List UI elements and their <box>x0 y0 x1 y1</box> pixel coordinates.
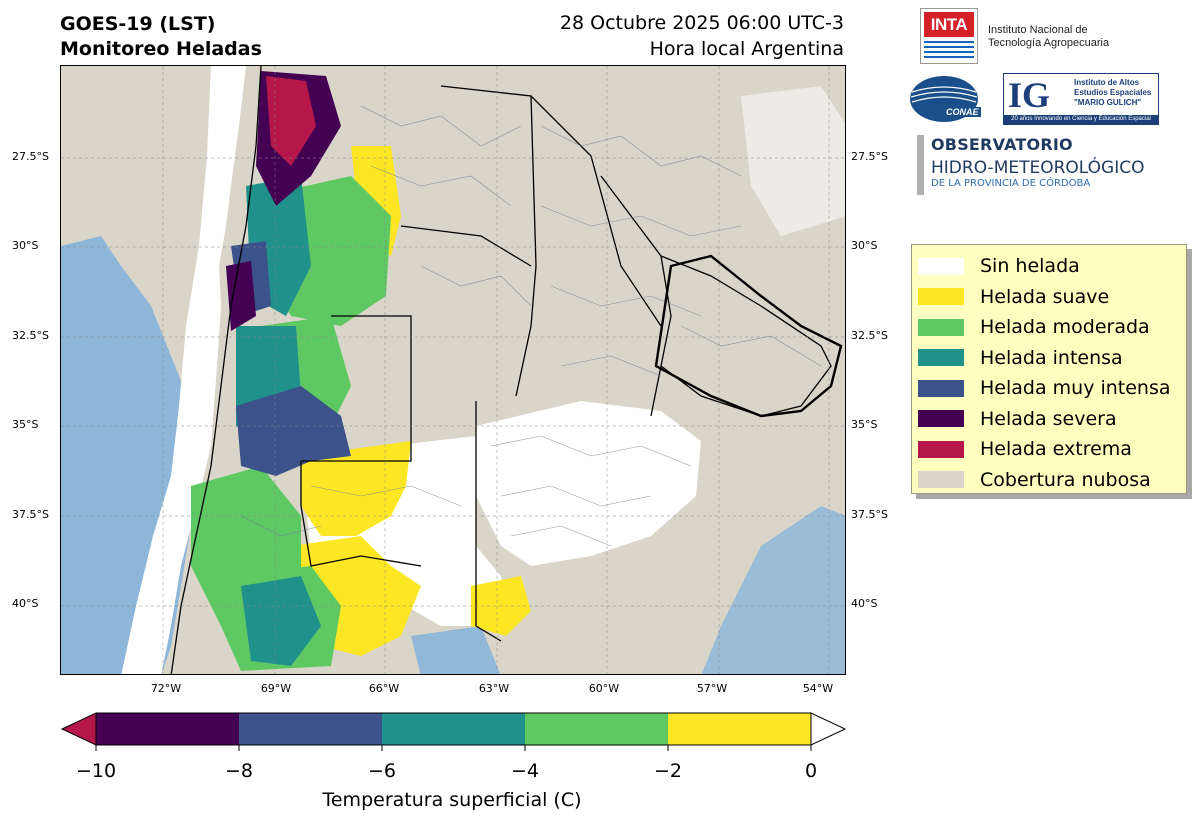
inta-name-line1: Instituto Nacional de <box>988 24 1088 36</box>
legend-item: Helada severa <box>918 404 1186 435</box>
legend-swatch <box>918 471 964 489</box>
lon-label: 60°W <box>588 682 620 695</box>
colorbar-tick: −8 <box>224 760 254 782</box>
lon-label: 63°W <box>478 682 510 695</box>
colorbar-outline <box>95 712 812 746</box>
datetime-label: 28 Octubre 2025 06:00 UTC-3 <box>559 12 844 34</box>
legend-swatch <box>918 440 964 458</box>
legend-label: Cobertura nubosa <box>980 468 1151 491</box>
legend-label: Helada suave <box>980 285 1110 308</box>
colorbar-over-arrow <box>810 712 847 746</box>
frost-legend: Sin helada Helada suave Helada moderada Hel… <box>911 244 1187 494</box>
inta-name: Instituto Nacional de Tecnología Agropec… <box>988 24 1109 50</box>
lon-label: 54°W <box>802 682 834 695</box>
lat-label-right: 40°S <box>851 597 878 610</box>
ig-name-line2: Estudios Espaciales <box>1074 88 1152 97</box>
legend-swatch <box>918 410 964 428</box>
coastal-ocean <box>411 626 501 674</box>
lon-label: 69°W <box>260 682 292 695</box>
north-clouds-white <box>741 86 845 236</box>
inta-logo: INTA <box>920 8 978 64</box>
atlantic-clear <box>701 506 845 674</box>
observatorio-line2: HIDRO-METEOROLÓGICO <box>931 158 1145 178</box>
lat-label-left: 30°S <box>12 239 39 252</box>
graticule <box>61 66 845 674</box>
legend-item: Sin helada <box>918 251 1186 282</box>
pampas-no-frost <box>476 401 701 566</box>
title-line-1: GOES-19 (LST) <box>60 13 216 35</box>
title-line-2: Monitoreo Heladas <box>60 38 262 60</box>
legend-item: Helada intensa <box>918 343 1186 374</box>
lat-label-left: 40°S <box>12 597 39 610</box>
colorbar-segment <box>239 713 382 745</box>
lat-label-right: 27.5°S <box>851 150 888 163</box>
lon-label: 66°W <box>368 682 400 695</box>
legend-item: Helada extrema <box>918 434 1186 465</box>
lat-label-right: 30°S <box>851 239 878 252</box>
timestamp-block: 28 Octubre 2025 06:00 UTC-3 Hora local A… <box>560 10 844 62</box>
lat-label-left: 27.5°S <box>12 150 49 163</box>
andes-no-frost <box>121 66 246 674</box>
legend-label: Helada moderada <box>980 316 1150 339</box>
lat-label-right: 35°S <box>851 418 878 431</box>
uruguay-border <box>654 254 843 418</box>
colorbar-segment <box>668 713 811 745</box>
legend-item: Helada suave <box>918 282 1186 313</box>
province-boundaries <box>170 66 832 674</box>
lat-label-right: 32.5°S <box>851 329 888 342</box>
lat-label-right: 37.5°S <box>851 508 888 521</box>
colorbar-tick: −4 <box>510 760 540 782</box>
lat-label-left: 32.5°S <box>12 329 49 342</box>
legend-item: Helada moderada <box>918 312 1186 343</box>
legend-label: Helada muy intensa <box>980 377 1171 400</box>
legend-item: Helada muy intensa <box>918 373 1186 404</box>
severe-frost-west <box>226 261 256 331</box>
extreme-frost <box>266 76 316 166</box>
legend-swatch <box>918 379 964 397</box>
legend-swatch <box>918 318 964 336</box>
inta-name-line2: Tecnología Agropecuaria <box>988 37 1110 49</box>
lon-label: 72°W <box>150 682 182 695</box>
observatorio-bar <box>917 135 924 195</box>
ig-band: 20 años Innovando en Ciencia y Educación… <box>1004 115 1158 124</box>
frost-map <box>61 66 845 674</box>
ig-name-line1: Instituto de Altos <box>1074 78 1140 87</box>
legend-item: Cobertura nubosa <box>918 465 1186 496</box>
colorbar-title: Temperatura superficial (C) <box>322 789 582 811</box>
local-time-note: Hora local Argentina <box>649 38 844 60</box>
legend-label: Sin helada <box>980 255 1080 278</box>
lat-label-left: 37.5°S <box>12 508 49 521</box>
colorbar-tick: 0 <box>804 760 818 782</box>
legend-label: Helada severa <box>980 407 1117 430</box>
colorbar <box>60 712 847 751</box>
department-lines <box>240 105 822 547</box>
legend-label: Helada intensa <box>980 346 1123 369</box>
lat-label-left: 35°S <box>12 418 39 431</box>
ig-logo-mark: IG <box>1008 75 1051 115</box>
inta-logo-mark: INTA <box>924 12 974 37</box>
legend-label: Helada extrema <box>980 438 1132 461</box>
ig-name: Instituto de Altos Estudios Espaciales "… <box>1074 78 1151 108</box>
legend-swatch <box>918 257 964 275</box>
colorbar-under-arrow <box>60 712 97 746</box>
observatorio-line1: OBSERVATORIO <box>931 135 1073 154</box>
observatorio-line3: DE LA PROVINCIA DE CÓRDOBA <box>931 178 1091 189</box>
ig-name-line3: "MARIO GULICH" <box>1074 98 1142 107</box>
light-frost-south <box>301 441 411 536</box>
colorbar-segment <box>382 713 525 745</box>
legend-swatch <box>918 288 964 306</box>
ig-gulich-logo: IG Instituto de Altos Estudios Espaciale… <box>1003 73 1159 125</box>
colorbar-tick: −10 <box>75 760 117 782</box>
colorbar-segment <box>96 713 239 745</box>
map-title: GOES-19 (LST) Monitoreo Heladas <box>60 12 262 62</box>
intense-frost-patagonia <box>241 576 321 666</box>
colorbar-tick: −2 <box>653 760 683 782</box>
colorbar-tick: −6 <box>367 760 397 782</box>
lon-label: 57°W <box>696 682 728 695</box>
colorbar-segment <box>525 713 668 745</box>
conae-logo-mark: CONAE <box>944 107 981 117</box>
map-frame <box>60 65 846 675</box>
very-intense-frost <box>236 386 351 476</box>
legend-swatch <box>918 349 964 367</box>
